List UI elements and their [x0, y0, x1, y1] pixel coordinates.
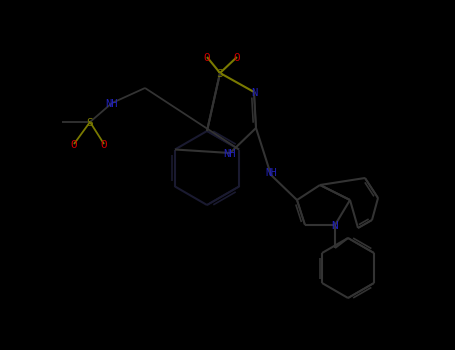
Text: NH: NH: [106, 99, 118, 109]
Text: S: S: [217, 69, 223, 79]
Text: N: N: [251, 88, 257, 98]
Text: S: S: [86, 118, 93, 128]
Text: O: O: [101, 140, 107, 150]
Text: NH: NH: [224, 149, 236, 159]
Text: NH: NH: [265, 168, 277, 178]
Text: O: O: [233, 53, 240, 63]
Text: O: O: [204, 53, 210, 63]
Text: O: O: [71, 140, 77, 150]
Text: N: N: [332, 221, 339, 231]
